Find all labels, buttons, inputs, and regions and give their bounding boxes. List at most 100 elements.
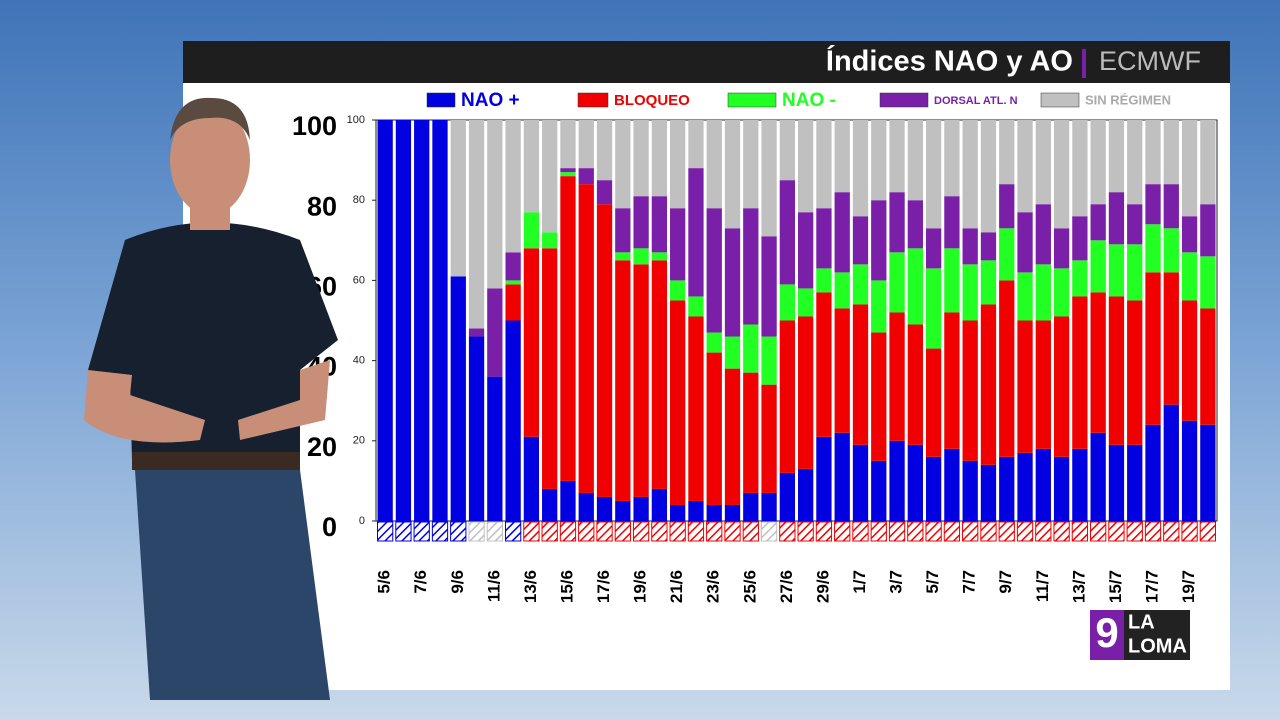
bar-segment xyxy=(1145,120,1161,185)
bar-segment xyxy=(1072,296,1088,449)
bar-segment xyxy=(1017,272,1033,321)
bar-segment xyxy=(980,120,997,233)
legend-label: SIN RÉGIMEN xyxy=(1085,92,1171,107)
bar-segment xyxy=(1127,444,1143,521)
regime-box xyxy=(760,521,778,542)
bar-segment xyxy=(1163,184,1179,229)
bar-segment xyxy=(1090,432,1106,521)
regime-box xyxy=(962,521,979,542)
bar-segment xyxy=(1108,120,1125,193)
bar-segment xyxy=(468,120,485,329)
bar-segment xyxy=(542,488,558,521)
bar-segment xyxy=(1145,184,1161,225)
bar-segment xyxy=(633,264,649,497)
bar-segment xyxy=(779,120,795,181)
regime-box xyxy=(834,521,851,542)
x-tick-label: 29/6 xyxy=(813,570,832,603)
x-tick-label: 25/6 xyxy=(740,570,759,603)
bar-segment xyxy=(1163,228,1179,273)
bar-segment xyxy=(523,436,540,521)
regime-box xyxy=(852,521,869,542)
regime-box xyxy=(1053,521,1070,542)
logo-text: LOMA xyxy=(1128,635,1187,657)
bar-segment xyxy=(578,120,594,169)
regime-box xyxy=(888,521,906,542)
bar-segment xyxy=(798,468,814,521)
bar-segment xyxy=(1200,256,1216,309)
x-tick-label: 9/6 xyxy=(448,570,467,594)
bar-segment xyxy=(1181,252,1198,301)
bar-segment xyxy=(615,252,631,261)
regime-box xyxy=(1144,521,1162,542)
bar-segment xyxy=(743,120,759,209)
regime-box xyxy=(797,521,814,542)
bar-segment xyxy=(1200,424,1216,521)
bar-segment xyxy=(706,120,722,209)
regime-box xyxy=(870,521,887,542)
regime-box xyxy=(706,521,723,542)
bar-segment xyxy=(688,296,704,317)
bar-segment xyxy=(560,120,576,169)
bar-segment xyxy=(852,216,869,265)
regime-box xyxy=(669,521,686,542)
bar-segment xyxy=(944,120,960,197)
bar-segment xyxy=(907,200,923,249)
bar-segment xyxy=(615,500,631,521)
bar-segment xyxy=(505,252,521,281)
bar-segment xyxy=(962,460,978,521)
bar-segment xyxy=(1127,300,1143,445)
x-tick-label: 21/6 xyxy=(667,570,686,603)
bar-segment xyxy=(816,436,832,521)
source: ECMWF xyxy=(1099,46,1201,76)
bar-segment xyxy=(670,300,686,505)
bar-segment xyxy=(487,288,503,377)
bar-segment xyxy=(1035,264,1051,321)
bar-segment xyxy=(1108,296,1125,445)
bar-segment xyxy=(779,320,795,473)
bar-segment xyxy=(487,120,503,289)
bar-segment xyxy=(542,248,558,489)
bar-segment xyxy=(925,120,942,229)
bar-segment xyxy=(834,120,850,193)
y-tick-label: 20 xyxy=(353,435,365,447)
bar-segment xyxy=(761,492,777,521)
chart: NAO + BLOQUEO NAO - DORSAL ATL. N SIN RÉGIME… xyxy=(292,90,1218,603)
bar-segment xyxy=(871,280,887,333)
y-tick-label: 0 xyxy=(359,515,365,527)
bar-segment xyxy=(542,232,558,249)
x-tick-label: 1/7 xyxy=(850,570,869,594)
bar-segment xyxy=(980,464,997,521)
bar-segment xyxy=(816,120,832,209)
bar-segment xyxy=(596,496,613,521)
bar-segment xyxy=(578,184,594,493)
bar-segment xyxy=(1200,120,1216,205)
bar-segment xyxy=(999,280,1015,457)
title-separator xyxy=(1082,49,1086,78)
bar-segment xyxy=(724,120,741,229)
bar-segment xyxy=(743,372,759,493)
bar-segment xyxy=(706,352,722,505)
regime-box xyxy=(1090,521,1107,542)
regime-box xyxy=(1108,521,1125,542)
x-tick-label: 9/7 xyxy=(996,570,1015,594)
bar-segment xyxy=(560,176,576,481)
x-tick-label: 27/6 xyxy=(777,570,796,603)
bar-segment xyxy=(816,208,832,269)
regime-box xyxy=(1035,521,1052,542)
regime-box xyxy=(907,521,924,542)
regime-box xyxy=(1126,521,1143,542)
bar-segment xyxy=(578,168,594,185)
bar-segment xyxy=(761,384,777,493)
bar-segment xyxy=(651,260,668,489)
regime-box xyxy=(413,521,430,542)
bar-segment xyxy=(962,320,978,461)
bar-segment xyxy=(615,208,631,253)
bar-segment xyxy=(999,228,1015,281)
x-tick-label: 11/7 xyxy=(1033,570,1052,602)
bar-segment xyxy=(798,288,814,317)
bar-segment xyxy=(523,120,540,213)
bar-segment xyxy=(1017,320,1033,453)
bar-segment xyxy=(743,324,759,373)
bar-segment xyxy=(1035,448,1051,521)
bar-segment xyxy=(980,232,997,261)
